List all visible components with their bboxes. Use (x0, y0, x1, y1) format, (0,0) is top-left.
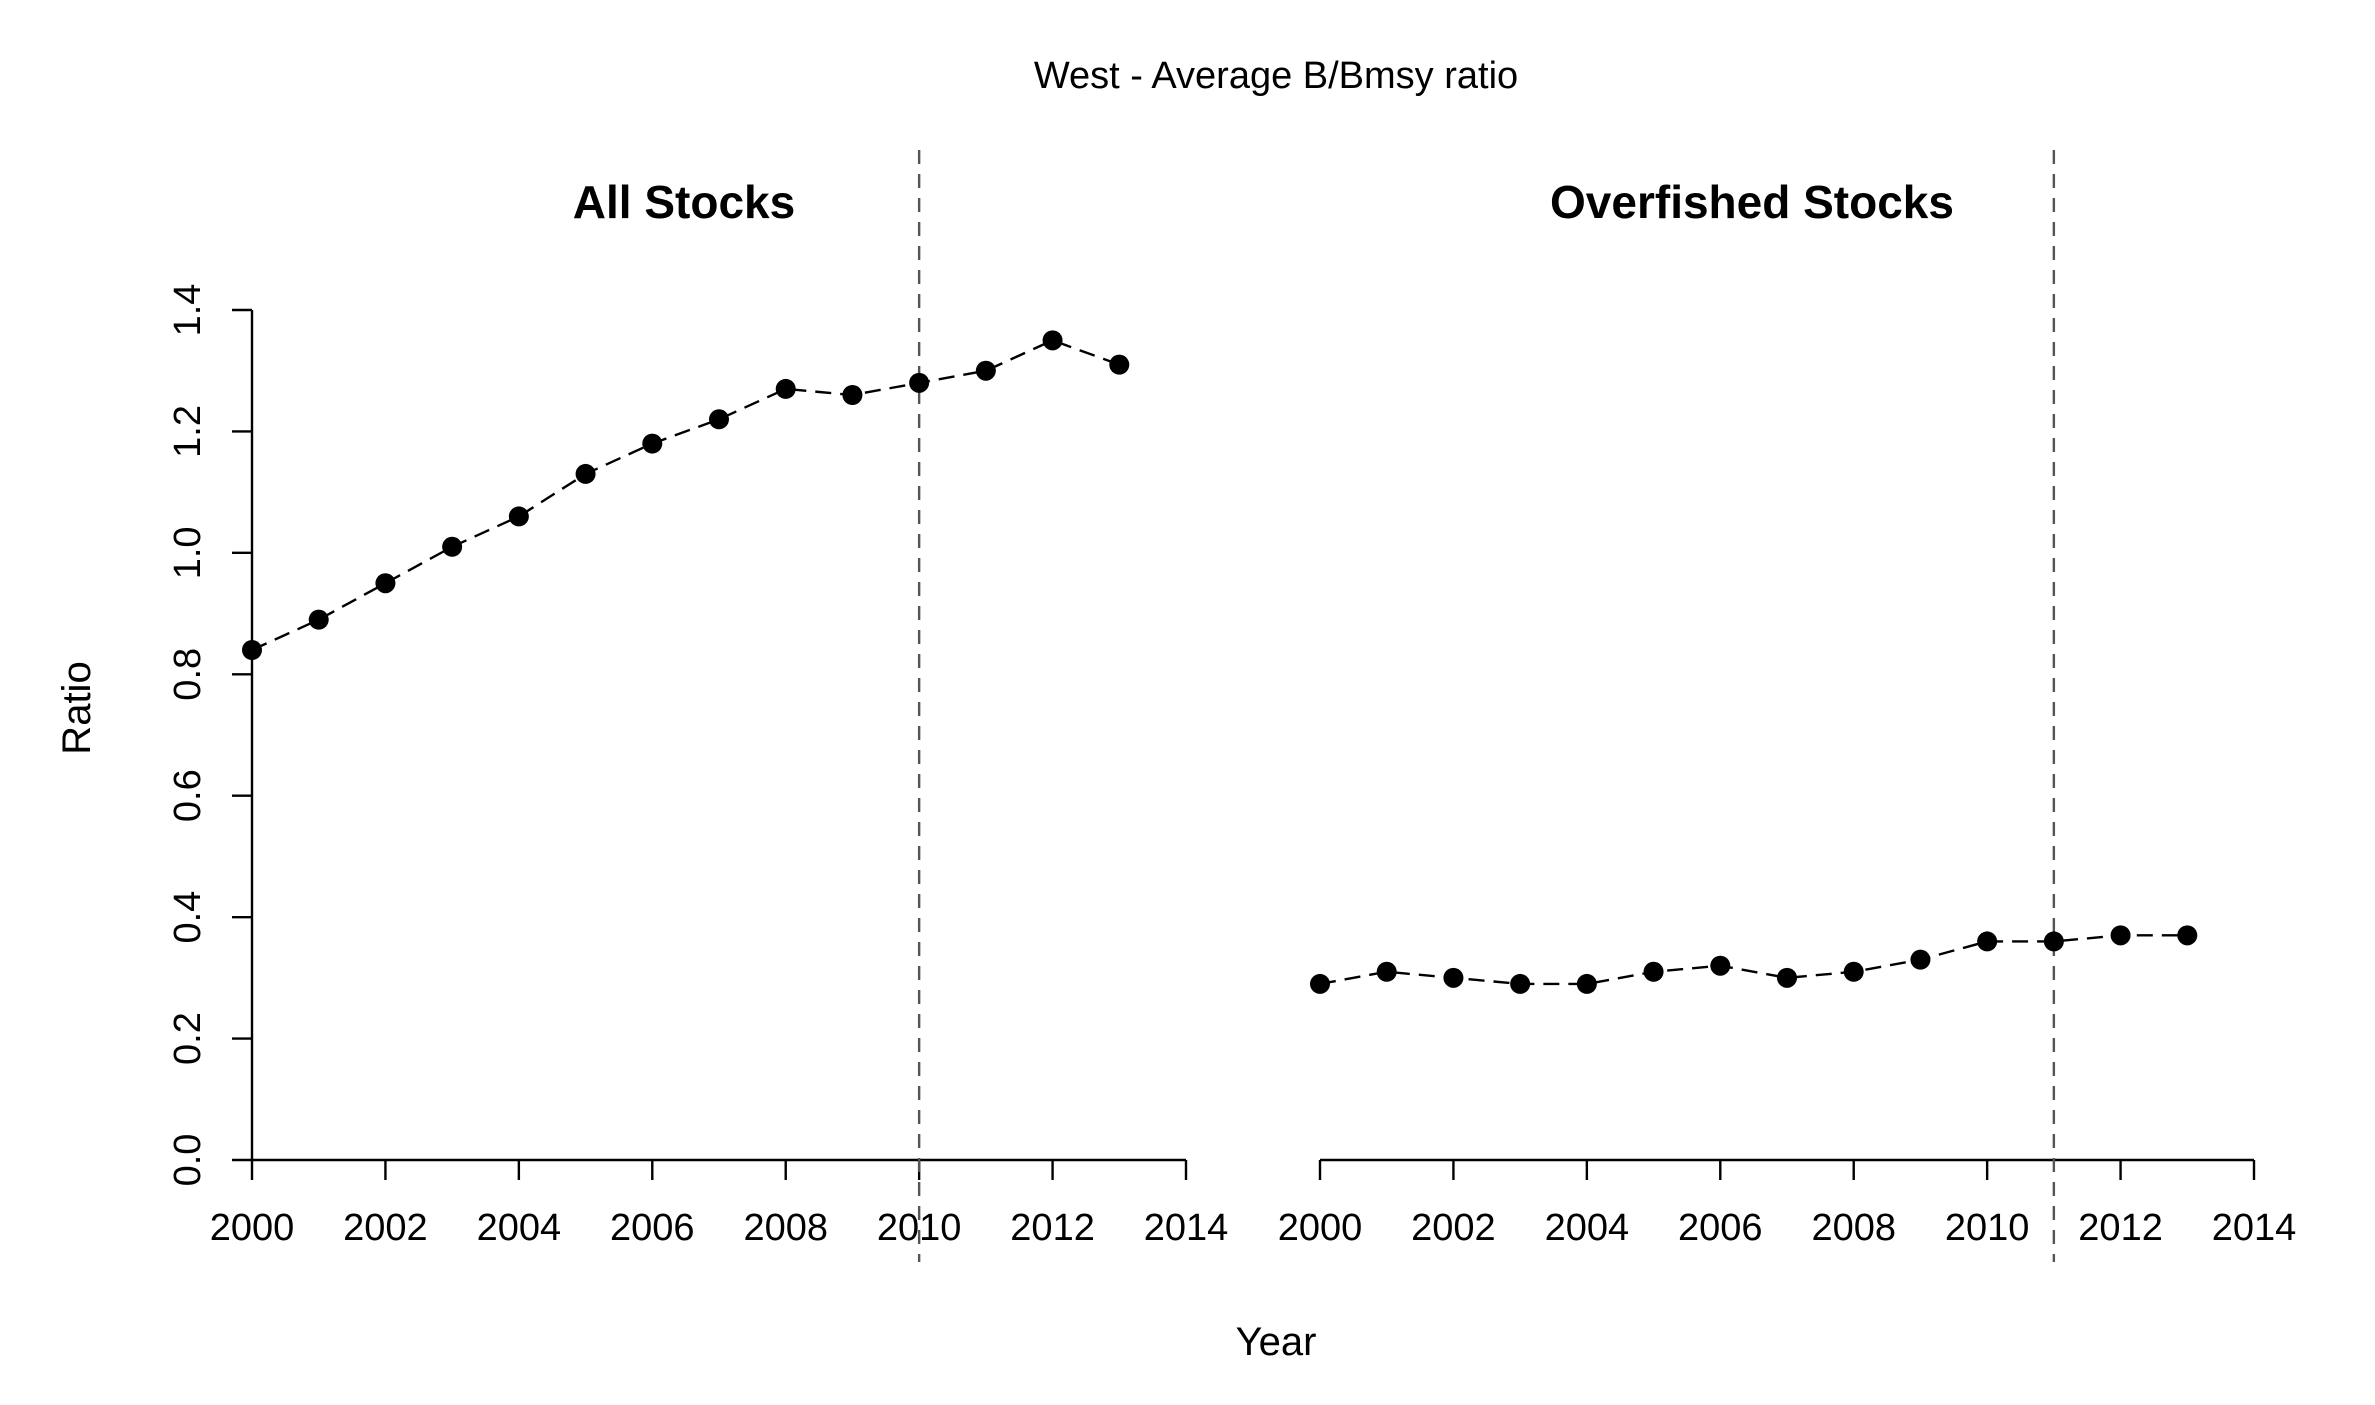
data-point (1109, 354, 1130, 375)
y-tick-label: 1.4 (167, 284, 209, 337)
x-tick-label: 2008 (1811, 1207, 1896, 1249)
x-tick-label: 2004 (1545, 1207, 1630, 1249)
panel-title: Overfished Stocks (1550, 176, 1954, 228)
x-tick-label: 2000 (1278, 1207, 1363, 1249)
series-line (251, 339, 1120, 652)
data-point (709, 409, 729, 430)
data-point (1643, 961, 1664, 982)
figure-title: West - Average B/Bmsy ratio (1034, 55, 1518, 97)
y-tick-label: 0.2 (167, 1012, 209, 1065)
x-tick-label: 2002 (1411, 1207, 1496, 1249)
x-tick-label: 2008 (743, 1207, 828, 1249)
data-point (909, 372, 930, 393)
x-tick-label: 2004 (477, 1207, 562, 1249)
x-tick-label: 2006 (610, 1207, 695, 1249)
x-tick-label: 2002 (343, 1207, 428, 1249)
y-tick-label: 0.4 (167, 891, 209, 944)
y-tick-label: 1.2 (167, 405, 209, 458)
panel-2: Overfished Stocks 2000 2002 2004 2006 2008 201… (1278, 150, 2297, 1262)
data-point (508, 506, 529, 527)
data-point (1443, 967, 1464, 988)
y-tick-label: 0.6 (167, 769, 209, 822)
data-point (1910, 949, 1931, 970)
data-point (1843, 961, 1864, 982)
data-point (1042, 330, 1063, 351)
data-point (775, 378, 796, 399)
series-line (1319, 934, 2188, 986)
data-point (2177, 925, 2198, 946)
y-tick-label: 0.0 (167, 1134, 209, 1187)
x-tick-label: 2010 (1945, 1207, 2030, 1249)
data-point (1376, 961, 1397, 982)
x-tick-label: 2000 (210, 1207, 295, 1249)
data-point (2043, 931, 2064, 952)
data-point (2110, 925, 2131, 946)
x-tick-label: 2014 (1144, 1207, 1229, 1249)
data-point (242, 640, 262, 660)
y-tick-label: 1.0 (167, 526, 209, 579)
x-tick-label: 2014 (2212, 1207, 2297, 1249)
data-point (1310, 973, 1330, 994)
x-tick-label: 2012 (1010, 1207, 1095, 1249)
data-point (375, 573, 396, 594)
data-point (308, 609, 329, 630)
panels: All Stocks 2000 2002 2004 2006 2008 2010 2012 20… (167, 150, 2296, 1262)
x-tick-label: 2012 (2078, 1207, 2163, 1249)
data-point (642, 433, 663, 454)
data-point (1777, 967, 1797, 988)
data-point (1576, 973, 1597, 994)
panel-title: All Stocks (573, 176, 795, 228)
y-tick-label: 0.8 (167, 648, 209, 701)
data-point (1510, 973, 1531, 994)
data-point (575, 463, 596, 484)
y-axis-title: Ratio (55, 661, 99, 754)
data-point (442, 536, 463, 557)
data-point (1977, 931, 1998, 952)
data-point (975, 360, 996, 381)
data-point (1710, 955, 1731, 976)
data-point (842, 385, 863, 405)
x-axis-title: Year (1236, 1320, 1317, 1364)
x-tick-label: 2006 (1678, 1207, 1763, 1249)
